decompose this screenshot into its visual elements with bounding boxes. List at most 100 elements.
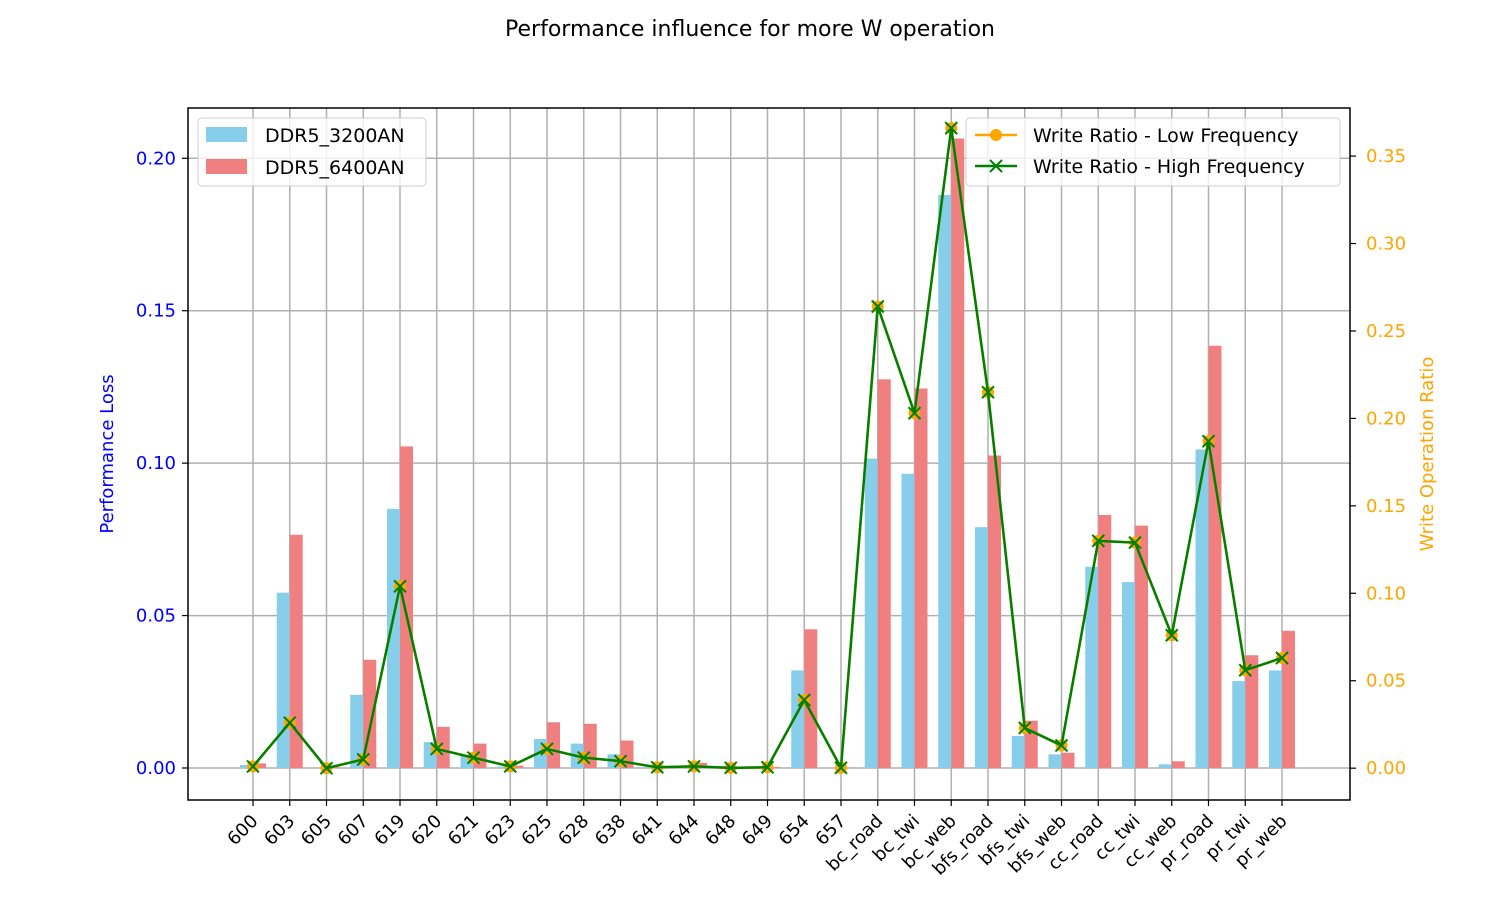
plot-frame	[187, 107, 1351, 801]
point-write-ratio-high-623	[503, 759, 517, 774]
legend-label-low-frequency: Write Ratio - Low Frequency	[1033, 125, 1299, 147]
x-tick-label: 628	[554, 811, 593, 850]
x-tick-label: 605	[297, 811, 336, 850]
y-axis-left: 0.00 0.05 0.10 0.15 0.20	[136, 148, 188, 779]
x-tick-label: 644	[664, 811, 703, 850]
bar-ddr5-3200an-pr-twi	[1232, 681, 1246, 768]
point-write-ratio-high-cc-road	[1091, 534, 1105, 548]
point-write-ratio-high-657	[834, 761, 848, 775]
point-write-ratio-high-pr-road	[1201, 434, 1216, 448]
bar-ddr5-6400an-bfs-web	[1061, 752, 1075, 768]
bar-ddr5-6400an-619	[400, 446, 413, 768]
bar-ddr5-6400an-pr-web	[1282, 630, 1295, 768]
x-axis: 6006036056076196206216236256286386416446…	[223, 800, 1292, 880]
x-tick-label: 603	[260, 811, 299, 850]
bars	[240, 138, 1295, 768]
bar-ddr5-3200an-bc-twi	[901, 473, 915, 768]
bar-ddr5-6400an-pr-road	[1208, 345, 1222, 768]
x-tick-label: 654	[775, 811, 814, 850]
y2-tick-label: 0.20	[1366, 408, 1406, 429]
y2-tick-label: 0.15	[1366, 496, 1406, 517]
point-write-ratio-high-cc-web	[1165, 628, 1179, 642]
bar-ddr5-3200an-603	[276, 592, 290, 768]
x-tick-label: 607	[334, 811, 373, 850]
y2-tick-label: 0.30	[1366, 234, 1406, 255]
bar-ddr5-3200an-pr-road	[1195, 449, 1209, 768]
bar-ddr5-6400an-bc-web	[951, 138, 965, 768]
bar-ddr5-3200an-bfs-web	[1048, 754, 1062, 768]
point-write-ratio-high-619	[393, 579, 407, 594]
bar-ddr5-3200an-cc-road	[1085, 566, 1099, 768]
y-tick-label: 0.15	[136, 301, 176, 322]
bar-ddr5-6400an-649	[767, 767, 781, 768]
x-tick-label: 648	[701, 811, 740, 850]
y-tick-label: 0.20	[136, 148, 176, 169]
legend-swatch-ddr5-6400an	[206, 159, 247, 174]
legend-label-high-frequency: Write Ratio - High Frequency	[1033, 156, 1305, 178]
point-write-ratio-high-600	[246, 759, 260, 774]
y-tick-label: 0.00	[136, 758, 176, 779]
x-tick-label: 621	[444, 811, 483, 850]
y2-tick-label: 0.35	[1366, 146, 1406, 167]
bar-ddr5-6400an-cc-twi	[1135, 525, 1148, 768]
point-write-ratio-high-pr-twi	[1238, 663, 1252, 677]
bar-ddr5-3200an-641	[644, 767, 658, 768]
bar-ddr5-6400an-pr-twi	[1245, 655, 1259, 768]
y-axis-label: Performance Loss	[97, 374, 118, 533]
bar-ddr5-6400an-620	[436, 726, 450, 768]
x-tick-label: 619	[370, 811, 409, 850]
bar-ddr5-6400an-654	[804, 629, 818, 768]
x-tick-label: 638	[591, 811, 630, 850]
bar-ddr5-3200an-623	[497, 766, 511, 768]
point-write-ratio-high-bfs-road	[981, 385, 995, 399]
bar-ddr5-3200an-bfs-road	[975, 527, 988, 768]
x-tick-label: 600	[223, 811, 262, 850]
bar-ddr5-6400an-bc-twi	[914, 388, 928, 768]
legend-lines-frame	[965, 117, 1341, 187]
point-write-ratio-high-pr-web	[1275, 651, 1289, 665]
legend-swatch-ddr5-3200an	[206, 127, 247, 142]
point-write-ratio-high-654	[797, 693, 811, 707]
legend-marker-low-frequency	[990, 129, 1002, 141]
y2-axis-label: Write Operation Ratio	[1417, 357, 1438, 552]
point-write-ratio-high-644	[687, 759, 701, 774]
legend-bars: DDR5_3200AN DDR5_6400AN	[197, 117, 427, 187]
bar-ddr5-3200an-bc-road	[864, 458, 878, 768]
legend-label-ddr5-6400an: DDR5_6400AN	[265, 157, 405, 179]
lines	[246, 121, 1289, 775]
bar-ddr5-3200an-bc-web	[938, 194, 952, 768]
point-write-ratio-high-cc-twi	[1128, 535, 1142, 550]
bar-ddr5-3200an-607	[350, 694, 364, 768]
chart-title: Performance influence for more W operati…	[505, 17, 995, 42]
bar-ddr5-6400an-600	[253, 763, 266, 768]
point-write-ratio-high-625	[540, 742, 554, 756]
x-tick-label: 623	[481, 811, 520, 850]
point-write-ratio-high-607	[356, 752, 370, 767]
y-tick-label: 0.05	[136, 606, 176, 627]
legend-bars-frame	[197, 117, 427, 187]
y-tick-label: 0.10	[136, 453, 176, 474]
point-write-ratio-high-649	[760, 760, 775, 775]
x-tick-label: 641	[628, 811, 667, 850]
legend-label-ddr5-3200an: DDR5_3200AN	[265, 125, 405, 147]
bar-ddr5-6400an-bfs-road	[988, 455, 1001, 768]
bar-ddr5-6400an-bc-road	[877, 379, 891, 768]
bar-ddr5-3200an-bfs-twi	[1011, 735, 1025, 768]
point-write-ratio-high-621	[466, 750, 481, 765]
bar-ddr5-3200an-pr-web	[1269, 670, 1282, 768]
bar-ddr5-3200an-654	[791, 670, 805, 768]
point-write-ratio-high-bc-road	[871, 299, 885, 314]
point-write-ratio-high-bfs-web	[1054, 738, 1069, 753]
point-write-ratio-high-620	[430, 742, 444, 756]
bar-ddr5-6400an-603	[289, 534, 303, 768]
bar-ddr5-3200an-cc-twi	[1122, 582, 1135, 768]
point-write-ratio-high-641	[650, 760, 664, 775]
y-axis-right: 0.00 0.05 0.10 0.15 0.20 0.25 0.30 0.35	[1350, 146, 1406, 779]
bar-ddr5-3200an-600	[240, 764, 253, 768]
x-tick-label: 620	[407, 811, 446, 850]
point-write-ratio-high-628	[577, 750, 591, 765]
point-write-ratio-high-648	[724, 761, 738, 775]
bar-ddr5-6400an-cc-web	[1171, 761, 1185, 768]
point-write-ratio-high-638	[613, 754, 628, 768]
